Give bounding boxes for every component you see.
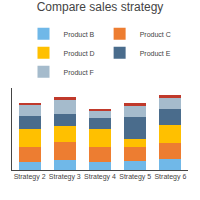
svg-text:Product D: Product D <box>64 50 95 57</box>
svg-text:Strategy 4: Strategy 4 <box>84 173 116 181</box>
svg-text:Strategy 6: Strategy 6 <box>154 173 186 181</box>
svg-text:Product E: Product E <box>140 50 171 57</box>
svg-text:Product B: Product B <box>64 31 95 38</box>
svg-text:Product C: Product C <box>140 31 171 38</box>
svg-text:Compare sales strategy: Compare sales strategy <box>37 0 164 14</box>
svg-text:Strategy 2: Strategy 2 <box>14 173 46 181</box>
svg-text:Strategy 3: Strategy 3 <box>49 173 81 181</box>
svg-text:Strategy 5: Strategy 5 <box>119 173 151 181</box>
svg-text:Product F: Product F <box>64 69 94 76</box>
